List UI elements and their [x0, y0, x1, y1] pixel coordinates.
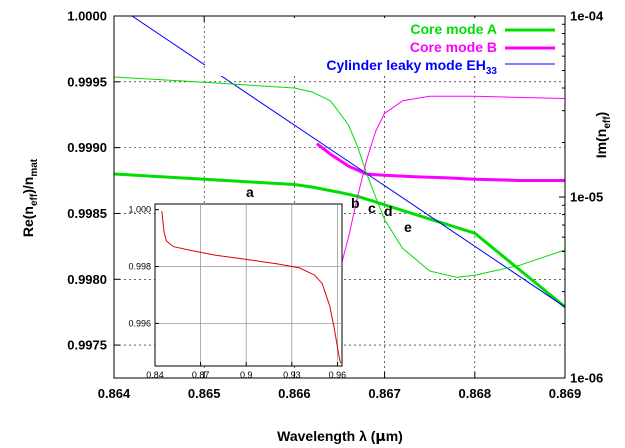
- legend: Core mode A Core mode B Cylinder leaky m…: [205, 18, 557, 77]
- inset-frame: [155, 204, 342, 366]
- y-axis-label-left: Re(neff)/nmat: [20, 158, 40, 237]
- series-line-core-mode-b: [317, 144, 565, 181]
- inset-x-tick-label: 0.87: [192, 370, 210, 380]
- annotation-e: e: [404, 219, 412, 235]
- inset-x-tick-label: 0.9: [240, 370, 253, 380]
- x-tick-label: 0.868: [459, 386, 492, 401]
- legend-label-core-mode-a: Core mode A: [410, 21, 497, 37]
- y2-tick-label: 1e-06: [570, 371, 603, 386]
- inset-y-tick-label: 0.996: [128, 318, 151, 328]
- inset-x-tick-label: 0.93: [283, 370, 301, 380]
- x-tick-label: 0.864: [98, 386, 131, 401]
- x-tick-label: 0.865: [188, 386, 221, 401]
- x-tick-label: 0.869: [549, 386, 582, 401]
- y-tick-label: 0.9980: [67, 272, 107, 287]
- inset-x-tick-label: 0.84: [146, 370, 164, 380]
- y-tick-label: 1.0000: [67, 9, 107, 24]
- annotation-d: d: [384, 203, 393, 219]
- x-tick-label: 0.867: [368, 386, 401, 401]
- inset-y-tick-label: 1.000: [128, 205, 151, 215]
- annotation-a: a: [246, 184, 254, 200]
- series-line-im-b: [317, 96, 565, 363]
- y2-tick-label: 1e-05: [570, 190, 603, 205]
- x-tick-label: 0.866: [278, 386, 311, 401]
- annotation-c: c: [368, 200, 376, 216]
- y2-tick-label: 1e-04: [570, 9, 604, 24]
- y-tick-label: 0.9975: [67, 338, 107, 353]
- x-axis-label: Wavelength λ (μm): [277, 428, 403, 445]
- inset-chart: 0.84 0.87 0.9 0.93 0.96 1.000 0.998 0.996: [128, 204, 346, 380]
- y-axis-label-right: Im(neff): [593, 112, 613, 158]
- y-tick-label: 0.9985: [67, 206, 107, 221]
- inset-x-tick-label: 0.96: [329, 370, 347, 380]
- y-tick-label: 0.9995: [67, 74, 107, 89]
- y-tick-label: 0.9990: [67, 140, 107, 155]
- inset-y-tick-label: 0.998: [128, 262, 151, 272]
- annotation-b: b: [351, 195, 360, 211]
- legend-label-core-mode-b: Core mode B: [410, 39, 497, 55]
